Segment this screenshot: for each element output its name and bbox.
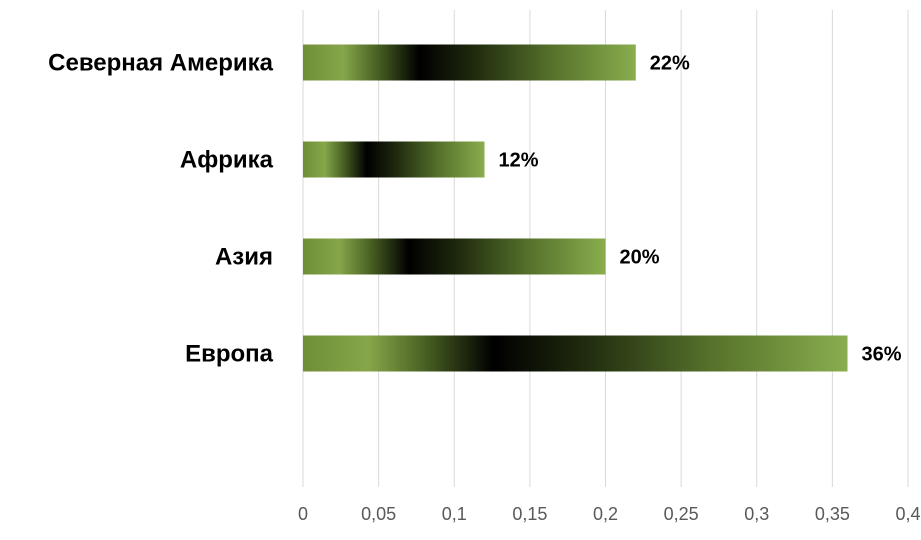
category-label: Европа xyxy=(185,341,274,368)
x-tick-label: 0,05 xyxy=(361,504,396,524)
data-label: 36% xyxy=(862,344,902,366)
x-tick-label: 0,3 xyxy=(744,504,769,524)
category-label: Азия xyxy=(215,244,273,271)
category-label: Северная Америка xyxy=(48,50,274,77)
x-tick-label: 0,1 xyxy=(442,504,467,524)
bar xyxy=(303,141,485,178)
data-label: 12% xyxy=(499,150,539,172)
x-axis-tick-labels: 0 0,05 0,1 0,15 0,2 0,25 0,3 0,35 0,4 xyxy=(298,504,921,524)
category-labels: Северная Америка Африка Азия Европа xyxy=(48,50,274,368)
data-label: 22% xyxy=(650,53,690,75)
bar xyxy=(303,335,848,372)
x-tick-label: 0,4 xyxy=(895,504,920,524)
x-tick-label: 0,2 xyxy=(593,504,618,524)
x-tick-label: 0,25 xyxy=(664,504,699,524)
data-labels: 22% 12% 20% 36% xyxy=(499,53,902,366)
bars xyxy=(303,44,848,372)
bar xyxy=(303,44,636,81)
category-label: Африка xyxy=(180,147,274,174)
bar xyxy=(303,238,606,275)
x-tick-label: 0,15 xyxy=(512,504,547,524)
data-label: 20% xyxy=(620,247,660,269)
x-tick-label: 0,35 xyxy=(815,504,850,524)
x-tick-label: 0 xyxy=(298,504,308,524)
